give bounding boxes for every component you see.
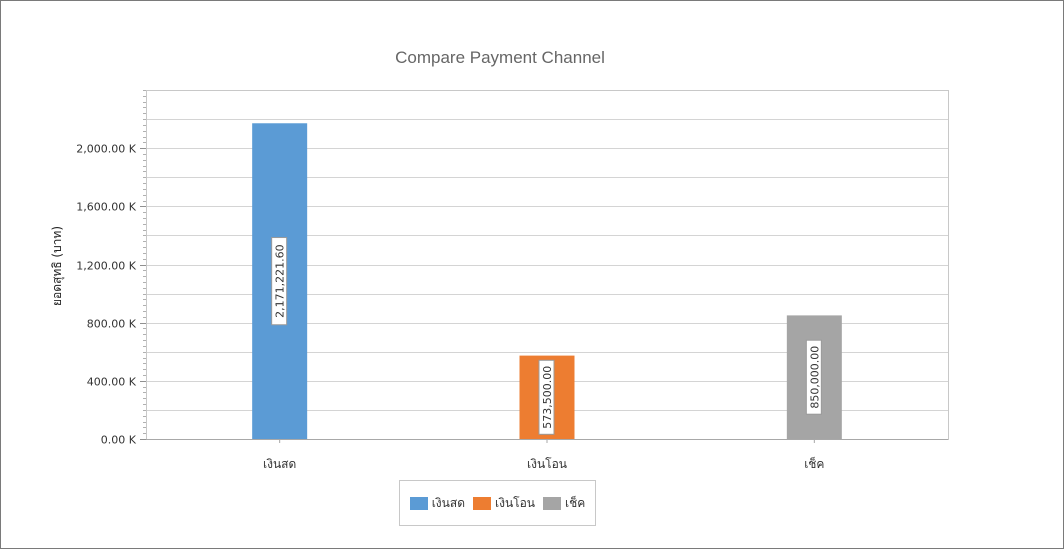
legend-label: เช็ค xyxy=(565,495,586,510)
legend-swatch xyxy=(409,496,428,510)
y-tick-label: 800.00 K xyxy=(87,318,137,331)
x-tick-label: เงินโอน xyxy=(527,457,567,471)
y-tick-label: 2,000.00 K xyxy=(76,143,136,156)
bar-value-label-group: 850,000.00 xyxy=(805,339,822,415)
bar-value-label-group: 573,500.00 xyxy=(538,359,555,435)
x-tick-label: เงินสด xyxy=(263,457,296,471)
x-tick-layer: เงินสด เงินโอน เช็ค xyxy=(263,439,824,471)
y-tick-label: 0.00 K xyxy=(101,434,137,447)
bar-value-label: 850,000.00 xyxy=(808,346,821,409)
bar-layer: 2,171,221.60 573,500.00 850,000.00 xyxy=(252,123,842,440)
bar-value-label: 573,500.00 xyxy=(541,366,554,429)
legend-swatch xyxy=(472,496,491,510)
y-tick-label: 1,600.00 K xyxy=(76,201,136,214)
bar-value-label-group: 2,171,221.60 xyxy=(271,237,288,326)
legend-item: เช็ค xyxy=(543,494,585,513)
legend-label: เงินสด xyxy=(431,495,465,510)
y-tick-layer: 0.00 K 400.00 K 800.00 K 1,200.00 K 1,600.00… xyxy=(76,90,146,447)
y-tick-label: 400.00 K xyxy=(87,376,137,389)
legend-label: เงินโอน xyxy=(494,495,536,510)
x-tick-label: เช็ค xyxy=(804,456,824,471)
legend-swatch xyxy=(543,496,562,510)
legend: เงินสด เงินโอน เช็ค xyxy=(399,480,596,526)
y-axis-label: ยอดสุทธิ (บาท) xyxy=(50,226,65,306)
bar-value-label-box xyxy=(271,237,288,326)
legend-item: เงินสด xyxy=(409,494,465,513)
legend-item: เงินโอน xyxy=(472,494,536,513)
y-tick-label: 1,200.00 K xyxy=(76,260,136,273)
bar-value-label-box xyxy=(538,359,555,435)
bar-value-label-box xyxy=(805,339,822,415)
chart-title: Compare Payment Channel xyxy=(395,48,605,67)
bar-value-label: 2,171,221.60 xyxy=(274,244,287,317)
